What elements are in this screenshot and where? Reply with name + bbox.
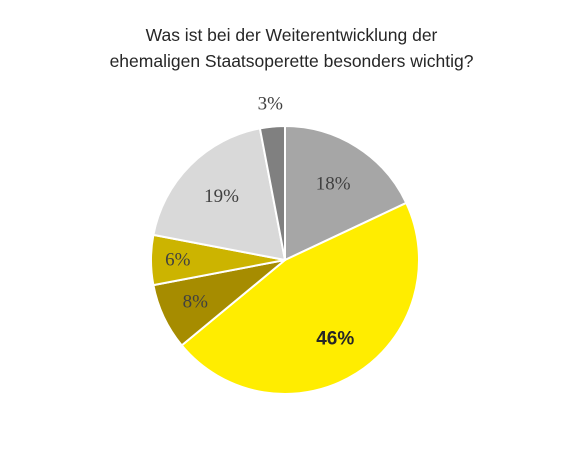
pie-slice-label: 46%: [316, 329, 354, 350]
pie-slice-46: [180, 201, 420, 395]
pie-slice-18: [284, 125, 408, 261]
pie-slice-label: 3%: [258, 93, 284, 114]
chart-title-line-2: ehemaligen Staatsoperette besonders wich…: [109, 51, 474, 71]
pie-slice-label: 18%: [316, 174, 351, 195]
chart-title: Was ist bei der Weiterentwicklung der eh…: [0, 22, 583, 74]
pie-slice-19: [152, 127, 286, 261]
pie-slice-3: [258, 125, 286, 261]
pie-slice-label: 19%: [204, 186, 239, 207]
pie-slice-label: 6%: [165, 250, 191, 271]
chart-title-line-1: Was ist bei der Weiterentwicklung der: [145, 25, 438, 45]
pie-slice-label: 8%: [183, 292, 209, 313]
